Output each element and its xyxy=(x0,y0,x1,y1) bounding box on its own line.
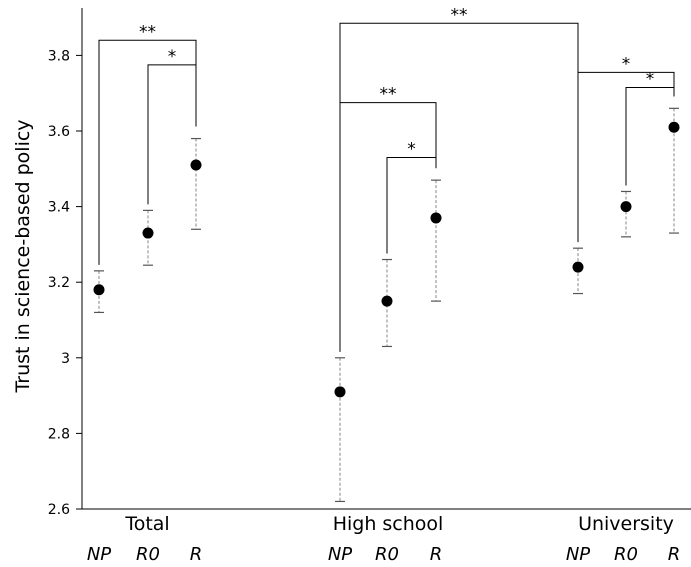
y-tick-label: 2.8 xyxy=(48,426,70,442)
significance-label: * xyxy=(622,54,631,74)
data-point xyxy=(620,201,632,213)
data-point xyxy=(381,295,393,307)
category-label: R xyxy=(190,544,203,565)
y-ticks: 2.6 2.8 3 3.2 3.4 3.6 3.8 xyxy=(48,48,82,518)
data-point xyxy=(572,261,584,273)
y-tick-label: 3.2 xyxy=(48,275,70,291)
category-label: R0 xyxy=(614,544,638,565)
y-axis-label: Trust in science-based policy xyxy=(12,119,34,393)
data-points xyxy=(93,121,680,398)
group-label: High school xyxy=(333,513,444,535)
y-tick-label: 2.6 xyxy=(48,502,70,518)
y-tick-label: 3 xyxy=(61,351,70,367)
data-point xyxy=(142,227,154,239)
significance-bracket xyxy=(147,64,197,205)
y-tick-label: 3.8 xyxy=(48,48,70,64)
category-label: R0 xyxy=(375,544,399,565)
significance-label: * xyxy=(646,70,655,90)
category-label: NP xyxy=(87,544,111,565)
significance-label: * xyxy=(407,139,416,159)
significance-bracket xyxy=(386,156,437,254)
category-label: R xyxy=(430,544,443,565)
category-label: NP xyxy=(566,544,590,565)
significance-bracket xyxy=(339,22,579,352)
data-point xyxy=(430,212,442,224)
significance-bracket xyxy=(625,87,675,186)
category-label: R xyxy=(668,544,681,565)
significance-label: ** xyxy=(380,85,397,105)
data-point xyxy=(668,121,680,133)
significance-bracket xyxy=(577,71,675,243)
category-label: R0 xyxy=(136,544,160,565)
significance-label: ** xyxy=(451,5,468,25)
category-label: NP xyxy=(328,544,352,565)
y-tick-label: 3.4 xyxy=(48,200,70,216)
significance-brackets: ********** xyxy=(98,5,675,352)
y-tick-label: 3.6 xyxy=(48,124,70,140)
significance-label: * xyxy=(168,47,177,67)
data-point xyxy=(190,159,202,171)
plot-area xyxy=(81,8,691,510)
significance-label: ** xyxy=(139,22,156,42)
data-point xyxy=(334,386,346,398)
group-label: University xyxy=(578,513,674,535)
group-label: Total xyxy=(124,513,169,535)
data-point xyxy=(93,284,105,296)
significance-bracket xyxy=(339,102,437,352)
x-labels: Total NP R0 R High school NP R0 R University NP R0… xyxy=(87,513,680,565)
